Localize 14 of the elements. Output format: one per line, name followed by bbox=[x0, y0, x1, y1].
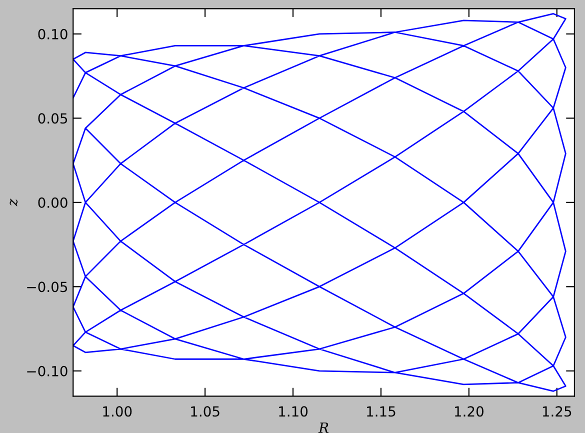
y-tick-label: −0.05 bbox=[27, 282, 68, 292]
y-tick-label: 0.10 bbox=[38, 28, 68, 40]
x-tick-label: 1.10 bbox=[279, 406, 308, 417]
x-tick-label: 1.15 bbox=[367, 406, 396, 417]
x-tick-label: 1.05 bbox=[191, 406, 220, 417]
x-axis-title: R bbox=[318, 422, 329, 433]
line-series bbox=[73, 13, 566, 392]
x-tick-label: 1.25 bbox=[542, 406, 572, 417]
y-tick-label: 0.05 bbox=[38, 113, 68, 124]
x-tick-label: 1.20 bbox=[454, 406, 484, 417]
x-tick-label: 1.00 bbox=[103, 406, 132, 417]
y-tick-label: −0.10 bbox=[27, 366, 68, 376]
y-tick-label: 0.00 bbox=[38, 197, 68, 208]
y-axis-title: z bbox=[10, 198, 18, 206]
